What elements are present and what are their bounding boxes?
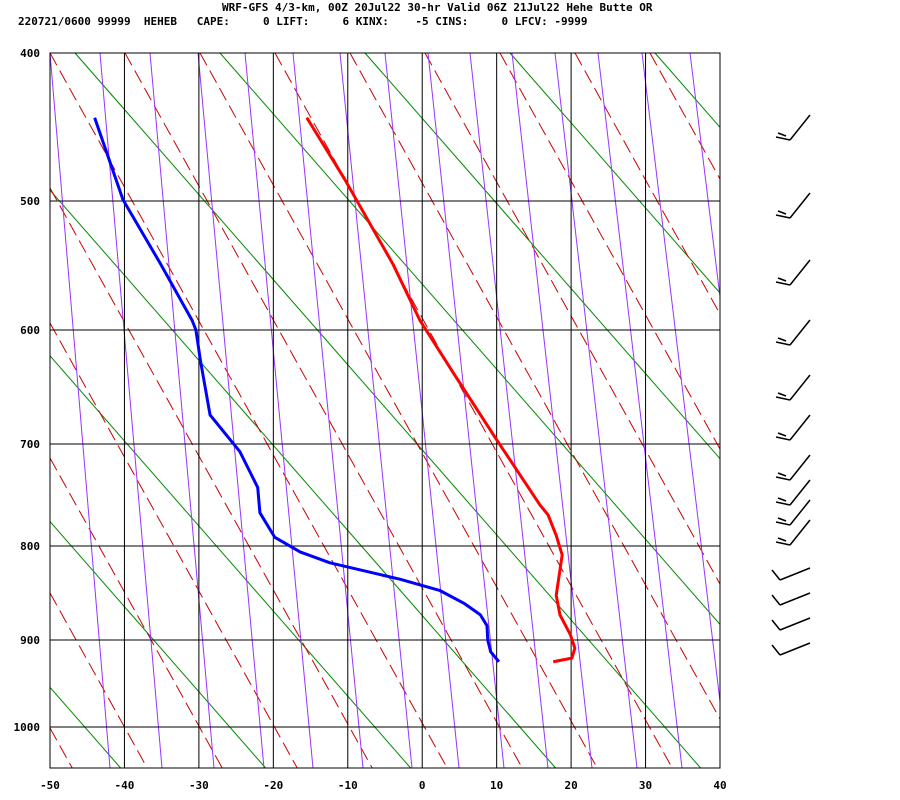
dry-adiabat-line — [499, 52, 721, 450]
x-tick-label: 30 — [639, 779, 652, 792]
dry-adiabat-line — [49, 187, 373, 769]
moist-adiabat-line — [339, 52, 413, 769]
dry-adiabat-line — [49, 592, 148, 769]
moist-adiabat-line — [99, 52, 163, 769]
y-tick-label: 400 — [20, 47, 40, 60]
dry-adiabat-line — [574, 52, 721, 315]
moist-adiabat-line — [469, 52, 549, 769]
y-tick-label: 800 — [20, 540, 40, 553]
dry-adiabat-line — [199, 52, 598, 769]
wind-barb-icon — [775, 114, 811, 141]
moist-adiabat-line — [197, 52, 265, 769]
chart-title: WRF-GFS 4/3-km, 00Z 20Jul22 30-hr Valid … — [222, 1, 653, 14]
wind-barb-icon — [775, 454, 811, 481]
dewpoint-line — [93, 117, 501, 663]
dry-adiabat-line — [424, 52, 721, 585]
dry-adiabat-line — [349, 52, 721, 720]
dry-adiabat-line — [49, 457, 223, 769]
green-reference-line — [74, 52, 702, 769]
wind-barb-icon — [775, 259, 811, 286]
moist-adiabat-line — [49, 52, 111, 769]
green-reference-line — [49, 189, 557, 769]
wind-barb-icon — [775, 414, 811, 441]
y-tick-label: 900 — [20, 634, 40, 647]
wind-barb-icon — [775, 499, 811, 526]
temperature-line — [305, 116, 577, 664]
moist-adiabat-line — [641, 52, 721, 702]
green-reference-line — [219, 52, 721, 625]
wind-barb-icon — [775, 519, 811, 546]
wind-barb-icon — [771, 617, 811, 631]
wind-barb-icon — [775, 192, 811, 219]
x-tick-label: 10 — [490, 779, 503, 792]
x-tick-label: -20 — [263, 779, 283, 792]
moist-adiabat-line — [597, 52, 683, 769]
y-tick-label: 700 — [20, 438, 40, 451]
plot-frame — [49, 52, 721, 769]
dry-adiabat-line — [49, 52, 448, 769]
wind-barb-icon — [771, 592, 811, 606]
wind-barb-icon — [775, 374, 811, 401]
dry-adiabat-line — [49, 322, 298, 769]
moist-adiabat-line — [554, 52, 638, 769]
moist-adiabat-line — [689, 52, 721, 297]
wind-barb-icon — [775, 319, 811, 346]
green-reference-line — [49, 355, 412, 769]
moist-adiabat-line — [292, 52, 364, 769]
dry-adiabat-line — [274, 52, 673, 769]
x-tick-label: 0 — [419, 779, 426, 792]
y-tick-label: 500 — [20, 195, 40, 208]
green-reference-line — [49, 521, 267, 769]
x-tick-label: -50 — [40, 779, 60, 792]
moist-adiabat-line — [149, 52, 215, 769]
wind-barb-icon — [775, 479, 811, 506]
sounding-indices: 220721/0600 99999 HEHEB CAPE: 0 LIFT: 6 … — [18, 15, 588, 28]
x-tick-label: -30 — [189, 779, 209, 792]
moist-adiabat-line — [427, 52, 505, 769]
x-tick-label: 40 — [713, 779, 726, 792]
wind-barb-icon — [771, 567, 811, 581]
green-reference-line — [654, 52, 721, 128]
x-tick-label: -10 — [338, 779, 358, 792]
green-reference-line — [364, 52, 721, 460]
y-tick-label: 1000 — [14, 721, 41, 734]
x-tick-label: -40 — [115, 779, 135, 792]
moist-adiabat-line — [244, 52, 314, 769]
wind-barb-icon — [771, 642, 811, 656]
moist-adiabat-line — [511, 52, 593, 769]
green-reference-line — [49, 686, 122, 769]
dry-adiabat-line — [49, 727, 73, 769]
green-reference-line — [509, 52, 721, 294]
dry-adiabat-line — [124, 52, 523, 769]
background-lines — [49, 52, 721, 769]
x-tick-label: 20 — [564, 779, 577, 792]
dry-adiabat-line — [649, 52, 721, 180]
y-tick-label: 600 — [20, 324, 40, 337]
